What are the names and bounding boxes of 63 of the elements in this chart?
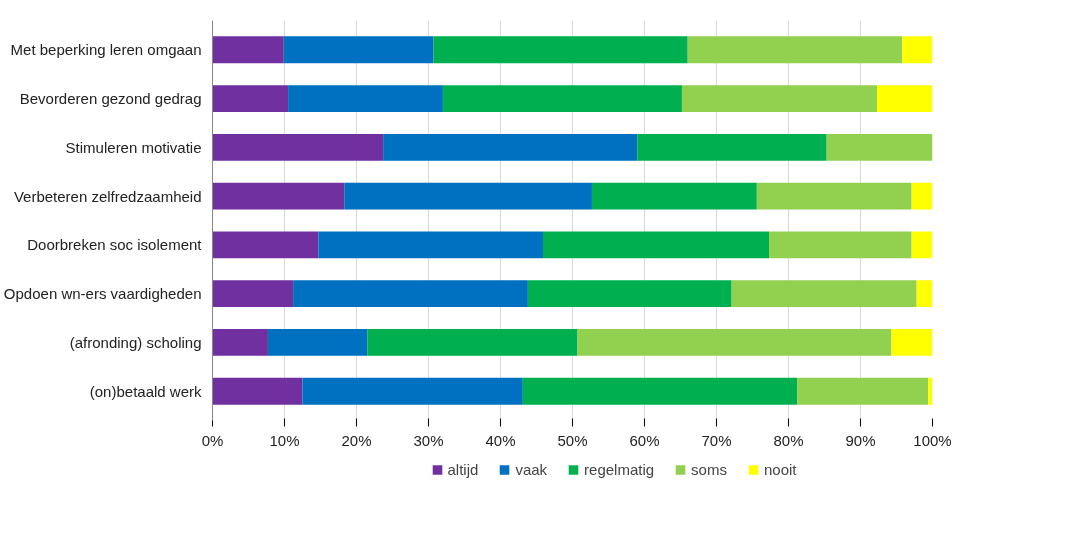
bar bbox=[318, 231, 543, 259]
bar bbox=[911, 231, 933, 259]
bar bbox=[681, 85, 878, 112]
x-tick-label: 80% bbox=[773, 431, 804, 449]
y-tick-label: Bevorderen gezond gedrag bbox=[19, 90, 202, 108]
bar bbox=[916, 280, 933, 308]
bar bbox=[591, 182, 757, 210]
y-tick-label: Verbeteren zelfredzaamheid bbox=[13, 187, 202, 205]
bar bbox=[891, 329, 933, 356]
x-tick-label: 60% bbox=[629, 431, 660, 449]
bar bbox=[212, 377, 303, 405]
bar bbox=[522, 377, 798, 405]
bar bbox=[769, 231, 912, 259]
bar bbox=[212, 231, 319, 259]
bar bbox=[637, 133, 827, 161]
bar bbox=[527, 280, 732, 308]
bar bbox=[267, 329, 368, 356]
legend-label: altijd bbox=[447, 460, 479, 478]
bar bbox=[212, 133, 384, 161]
y-tick-label: (afronding) scholing bbox=[69, 333, 202, 351]
bar bbox=[293, 280, 528, 308]
bar bbox=[542, 231, 770, 259]
y-tick-label: Stimuleren motivatie bbox=[65, 138, 202, 156]
bar bbox=[911, 182, 933, 210]
bar bbox=[433, 36, 688, 64]
x-tick-label: 100% bbox=[913, 431, 952, 449]
bar bbox=[687, 36, 903, 64]
bar bbox=[212, 85, 289, 112]
bar bbox=[344, 182, 592, 210]
bar bbox=[212, 182, 345, 210]
bar bbox=[212, 280, 294, 308]
bar bbox=[212, 329, 268, 356]
bar bbox=[212, 36, 284, 64]
bar bbox=[756, 182, 912, 210]
x-tick-label: 70% bbox=[701, 431, 732, 449]
legend-label: vaak bbox=[515, 460, 548, 478]
x-tick-label: 50% bbox=[557, 431, 588, 449]
legend-label: soms bbox=[691, 460, 727, 478]
x-tick-label: 20% bbox=[341, 431, 372, 449]
bar bbox=[383, 133, 638, 161]
bar bbox=[877, 85, 933, 112]
bar bbox=[797, 377, 929, 405]
y-tick-label: Doorbreken soc isolement bbox=[27, 236, 203, 254]
bar bbox=[302, 377, 523, 405]
bar bbox=[826, 133, 933, 161]
bar bbox=[367, 329, 578, 356]
bar bbox=[283, 36, 434, 64]
y-tick-label: Opdoen wn-ers vaardigheden bbox=[3, 285, 202, 303]
legend-label: regelmatig bbox=[584, 460, 655, 478]
bar bbox=[288, 85, 443, 112]
y-tick-label: (on)betaald werk bbox=[89, 382, 202, 400]
x-tick-label: 30% bbox=[413, 431, 444, 449]
bar bbox=[577, 329, 892, 356]
y-tick-label: Met beperking leren omgaan bbox=[10, 41, 202, 59]
x-tick-label: 10% bbox=[269, 431, 300, 449]
bar bbox=[902, 36, 933, 64]
bar bbox=[731, 280, 917, 308]
x-tick-label: 90% bbox=[845, 431, 876, 449]
bar bbox=[928, 377, 933, 405]
x-tick-label: 40% bbox=[485, 431, 516, 449]
bar bbox=[442, 85, 682, 112]
x-tick-label: 0% bbox=[201, 431, 224, 449]
legend-label: nooit bbox=[763, 460, 797, 478]
